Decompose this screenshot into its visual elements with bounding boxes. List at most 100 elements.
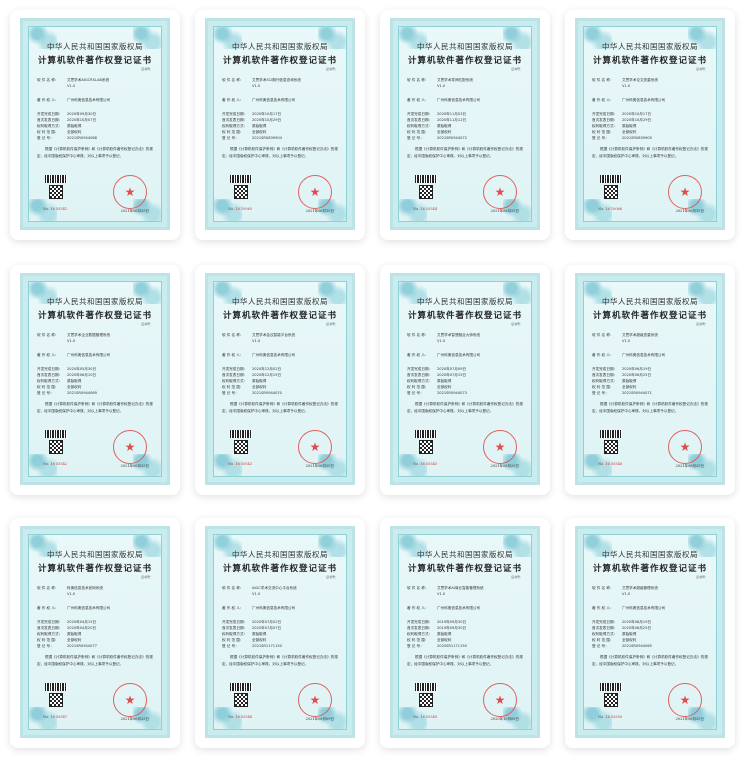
field-value: 2020年07月02日 [252, 620, 282, 624]
field-row: 开发完成日期： 2019年09月30日 [407, 619, 525, 625]
field-label: 首次发表日期： [37, 118, 63, 122]
legal-statement: 根据《计算机软件保护条例》和《计算机软件著作权登记办法》的规定，经中国版权保护中… [407, 655, 523, 666]
certificate-card[interactable]: 中华人民共和国国家版权局 计算机软件著作权登记证书 证书号： 软 件 名 称： 艾… [565, 518, 735, 748]
field-row: 首次发表日期： 2020年10月29日 [222, 117, 340, 123]
qr-code [234, 693, 248, 707]
field-label: 软 件 名 称： [37, 586, 59, 590]
field-label: 开发完成日期： [407, 367, 433, 371]
certificate-number-label: 证书号： [140, 575, 153, 579]
issue-date: 2021年06月25日 [490, 464, 519, 468]
certificate-card[interactable]: 中华人民共和国国家版权局 计算机软件著作权登记证书 证书号： 软 件 名 称： 艾… [10, 10, 180, 240]
field-label: 首次发表日期： [222, 626, 248, 630]
certificate-card[interactable]: 中华人民共和国国家版权局 计算机软件著作权登记证书 证书号： 软 件 名 称： 艾… [380, 265, 550, 495]
certificate-number-label: 证书号： [510, 575, 523, 579]
field-label: 权 利 范 围： [592, 385, 614, 389]
issue-date: 2021年06月15日 [305, 209, 334, 213]
field-value: 2021SR0944070 [252, 391, 282, 395]
field-row: 著 作 权 人： 广州科奥信息技术有限公司 [592, 605, 710, 611]
field-value: 广州科奥信息技术有限公司 [252, 98, 296, 102]
qr-code [419, 185, 433, 199]
serial-number: No. 16 55549 [413, 715, 438, 719]
ornament-corner [688, 535, 716, 557]
barcode [600, 430, 622, 438]
field-label: 权 利 范 围： [37, 130, 59, 134]
qr-code [49, 693, 63, 707]
ornament-corner [503, 27, 531, 49]
ornament-corner [29, 282, 57, 304]
field-value: 艾思学术AIGCRSLAB系统 V1.0 [67, 78, 110, 88]
certificate-card[interactable]: 中华人民共和国国家版权局 计算机软件著作权登记证书 证书号： 软 件 名 称： 科… [10, 518, 180, 748]
certificate-title: 计算机软件著作权登记证书 [37, 311, 152, 321]
qr-code [49, 440, 63, 454]
field-value: 2020年10月07日 [67, 118, 97, 122]
field-value: 艾思学术SCI期刊信息查询系统 V1.0 [252, 78, 301, 88]
serial-number: No. 16 10065 [228, 207, 253, 211]
certificate-card[interactable]: 中华人民共和国国家版权局 计算机软件著作权登记证书 证书号： 软 件 名 称： 艾… [380, 518, 550, 748]
field-row: 权利取得方式： 原始取得 [222, 631, 340, 637]
field-row: 登 记 号： 2021SR0944069 [37, 390, 155, 396]
official-seal-star-icon: ★ [298, 683, 332, 717]
field-row: 软 件 名 称： 科奥信息技术官网系统 V1.0 [37, 585, 155, 597]
field-value: 全部权利 [437, 385, 452, 389]
field-label: 首次发表日期： [222, 373, 248, 377]
field-value: 艾思学术智慧融合大师系统 V1.0 [437, 333, 481, 343]
qr-code [604, 440, 618, 454]
field-label: 权利取得方式： [37, 379, 63, 383]
field-row: 登 记 号： 2021SR0944065 [592, 643, 710, 649]
certificate-card[interactable]: 中华人民共和国国家版权局 计算机软件著作权登记证书 证书号： 软 件 名 称： 艾… [10, 265, 180, 495]
field-value: 2021SR0944071 [622, 391, 652, 395]
field-label: 权利取得方式： [37, 124, 63, 128]
certificate-image: 中华人民共和国国家版权局 计算机软件著作权登记证书 证书号： 软 件 名 称： 科… [20, 526, 170, 738]
ornament-corner [688, 27, 716, 49]
field-label: 首次发表日期： [407, 373, 433, 377]
field-value: 2021SR1171150 [252, 644, 282, 648]
official-seal-star-icon: ★ [483, 430, 517, 464]
barcode [45, 683, 67, 691]
certificate-image: 中华人民共和国国家版权局 计算机软件著作权登记证书 证书号： 软 件 名 称： 艾… [205, 273, 355, 485]
field-value: 2020年04月15日 [67, 620, 97, 624]
issue-date: 2021年06月25日 [490, 209, 519, 213]
field-row: 权 利 范 围： 全部权利 [592, 129, 710, 135]
field-label: 首次发表日期： [592, 626, 618, 630]
serial-number: No. 16 55550 [598, 715, 623, 719]
field-label: 首次发表日期： [222, 118, 248, 122]
field-value: 全部权利 [622, 638, 637, 642]
certificate-image: 中华人民共和国国家版权局 计算机软件著作权登记证书 证书号： 软 件 名 称： 艾… [390, 18, 540, 230]
field-row: 首次发表日期： 2020年06月10日 [37, 372, 155, 378]
field-label: 著 作 权 人： [407, 98, 429, 102]
field-value: 广州科奥信息技术有限公司 [67, 353, 111, 357]
ornament-corner [214, 27, 242, 49]
field-value: 广州科奥信息技术有限公司 [622, 606, 666, 610]
field-label: 权利取得方式： [407, 379, 433, 383]
qr-code [604, 185, 618, 199]
field-label: 著 作 权 人： [37, 353, 59, 357]
certificate-card[interactable]: 中华人民共和国国家版权局 计算机软件著作权登记证书 证书号： 软 件 名 称： 艾… [195, 10, 365, 240]
certificate-card[interactable]: 中华人民共和国国家版权局 计算机软件著作权登记证书 证书号： 软 件 名 称： 艾… [565, 265, 735, 495]
field-row: 权 利 范 围： 全部权利 [407, 384, 525, 390]
field-row: 著 作 权 人： 广州科奥信息技术有限公司 [407, 605, 525, 611]
ornament-corner [29, 535, 57, 557]
field-value: 全部权利 [252, 638, 267, 642]
legal-statement: 根据《计算机软件保护条例》和《计算机软件著作权登记办法》的规定，经中国版权保护中… [222, 655, 338, 666]
ornament-corner [29, 707, 57, 729]
certificate-card[interactable]: 中华人民共和国国家版权局 计算机软件著作权登记证书 证书号： 软 件 名 称： 艾… [565, 10, 735, 240]
field-row: 登 记 号： 2021SR0944072 [407, 135, 525, 141]
field-label: 著 作 权 人： [222, 606, 244, 610]
field-value: 全部权利 [67, 385, 82, 389]
field-label: 开发完成日期： [222, 620, 248, 624]
field-value: 广州科奥信息技术有限公司 [67, 98, 111, 102]
certificate-card[interactable]: 中华人民共和国国家版权局 计算机软件著作权登记证书 证书号： 软 件 名 称： 艾… [195, 265, 365, 495]
field-label: 登 记 号： [37, 644, 54, 648]
field-value: 广州科奥信息技术有限公司 [622, 353, 666, 357]
field-value: 全部权利 [252, 385, 267, 389]
field-row: 著 作 权 人： 广州科奥信息技术有限公司 [407, 352, 525, 358]
certificate-card[interactable]: 中华人民共和国国家版权局 计算机软件著作权登记证书 证书号： 软 件 名 称： 艾… [380, 10, 550, 240]
ornament-corner [29, 454, 57, 476]
field-row: 权 利 范 围： 全部权利 [37, 384, 155, 390]
field-label: 登 记 号： [222, 391, 239, 395]
field-value: 原始取得 [252, 379, 267, 383]
legal-statement: 根据《计算机软件保护条例》和《计算机软件著作权登记办法》的规定，经中国版权保护中… [222, 402, 338, 413]
ornament-corner [399, 707, 427, 729]
official-seal-star-icon: ★ [298, 175, 332, 209]
certificate-card[interactable]: 中华人民共和国国家版权局 计算机软件著作权登记证书 证书号： 软 件 名 称： A… [195, 518, 365, 748]
